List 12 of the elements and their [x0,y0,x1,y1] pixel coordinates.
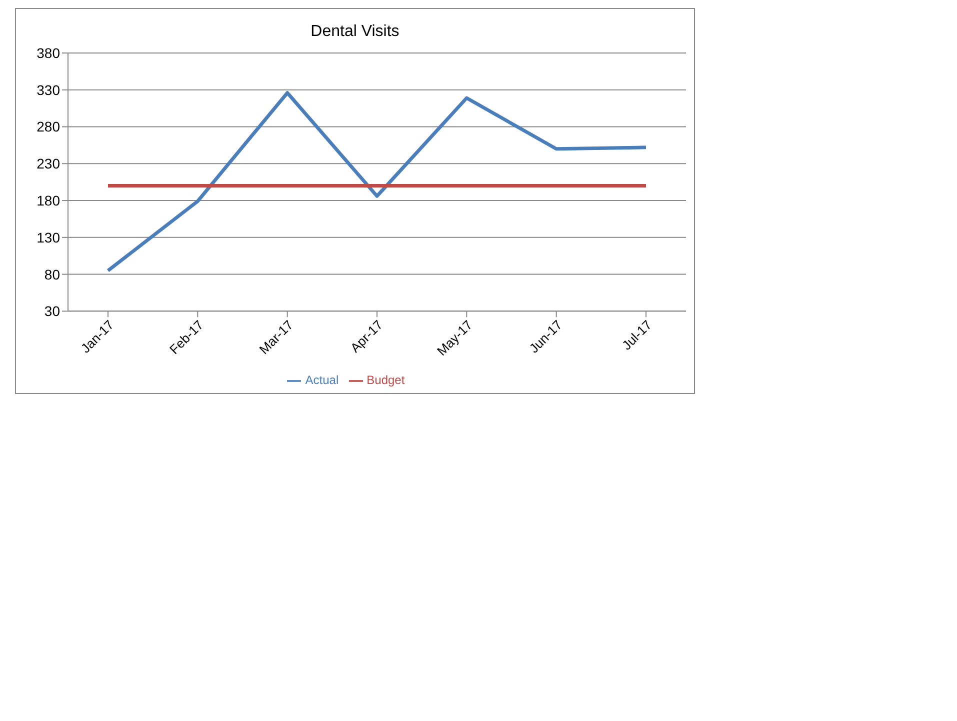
y-tick-label: 30 [44,303,60,320]
legend-label: Budget [366,373,405,388]
chart-title: Dental Visits [310,23,400,42]
y-tick-label: 180 [36,192,60,208]
y-tick-label: 380 [36,44,60,61]
y-tick-label: 330 [36,82,60,98]
y-tick-label: 130 [36,229,60,246]
line-series [106,91,648,272]
y-tick-label: 80 [44,266,60,282]
y-tick-label: 280 [36,118,60,135]
legend-label: Actual [305,373,339,388]
y-tick-label: 230 [36,156,60,172]
